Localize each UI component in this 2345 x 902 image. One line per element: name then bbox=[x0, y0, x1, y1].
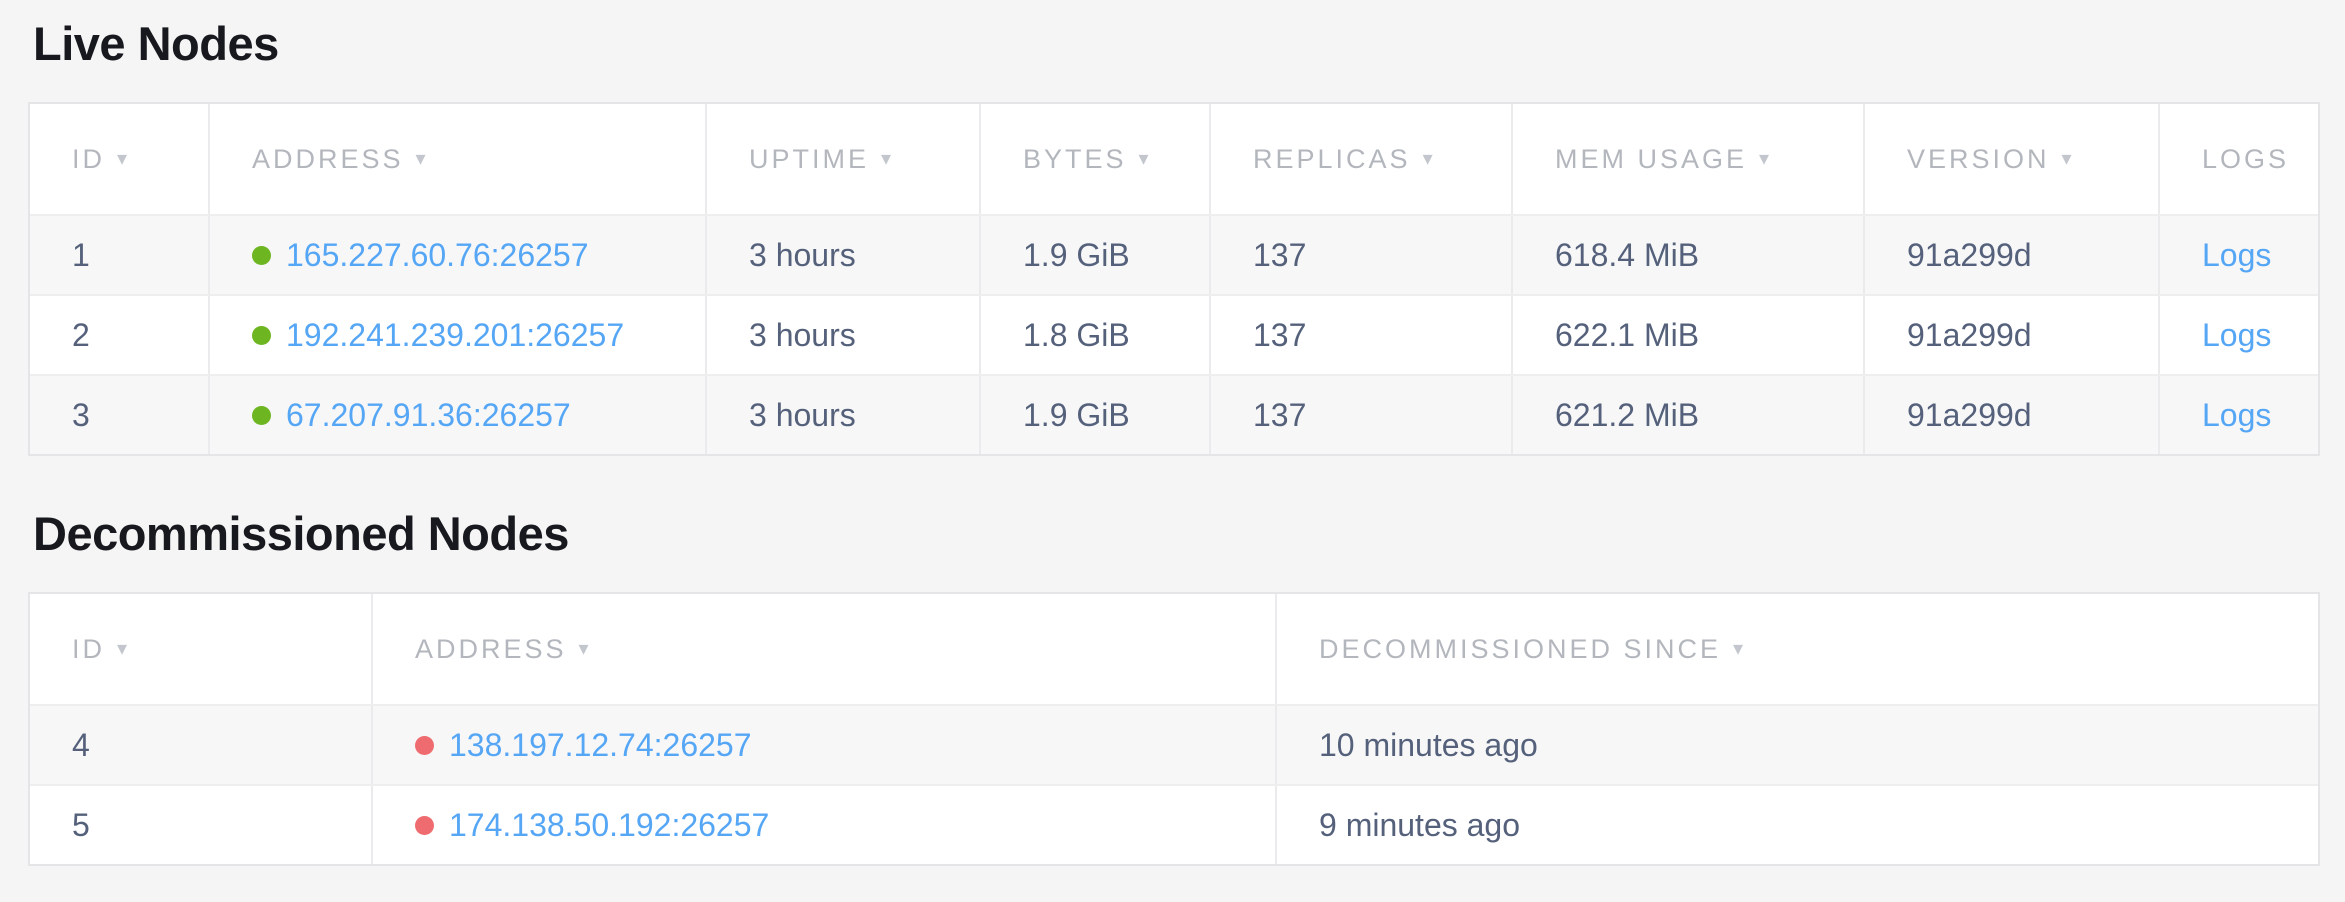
node-logs-link[interactable]: Logs bbox=[2202, 316, 2272, 353]
decommissioned-nodes-table: ID ▾ ADDRESS ▾ DECOMMISSIONED SINCE ▾ 4 … bbox=[28, 592, 2320, 866]
column-label-id: ID bbox=[72, 143, 105, 174]
header-cell-version[interactable]: VERSION ▾ bbox=[1865, 104, 2160, 214]
node-mem-usage-cell: 622.1 MiB bbox=[1513, 296, 1865, 374]
node-uptime-cell: 3 hours bbox=[707, 296, 981, 374]
node-decommissioned-status-icon bbox=[415, 815, 434, 835]
column-label-bytes: BYTES bbox=[1023, 143, 1127, 174]
header-cell-bytes[interactable]: BYTES ▾ bbox=[981, 104, 1211, 214]
header-cell-address[interactable]: ADDRESS ▾ bbox=[210, 104, 707, 214]
decommissioned-nodes-section: Decommissioned Nodes ID ▾ ADDRESS ▾ DECO… bbox=[0, 506, 2345, 866]
header-cell-address[interactable]: ADDRESS ▾ bbox=[373, 594, 1277, 704]
node-bytes-cell: 1.8 GiB bbox=[981, 296, 1211, 374]
node-address-cell: 138.197.12.74:26257 bbox=[373, 706, 1277, 784]
node-address-link[interactable]: 67.207.91.36:26257 bbox=[286, 396, 571, 433]
cluster-nodes-page: Live Nodes ID ▾ ADDRESS ▾ UPTIME ▾ BYTES… bbox=[0, 16, 2345, 866]
header-cell-uptime[interactable]: UPTIME ▾ bbox=[707, 104, 981, 214]
table-row: 2 192.241.239.201:26257 3 hours 1.8 GiB … bbox=[30, 294, 2318, 374]
node-address-link[interactable]: 174.138.50.192:26257 bbox=[449, 806, 770, 843]
live-nodes-table: ID ▾ ADDRESS ▾ UPTIME ▾ BYTES ▾ REPLICAS bbox=[28, 102, 2320, 456]
node-mem-usage-cell: 618.4 MiB bbox=[1513, 216, 1865, 294]
node-id-cell: 1 bbox=[30, 216, 210, 294]
node-address-link[interactable]: 192.241.239.201:26257 bbox=[286, 316, 625, 353]
node-uptime-cell: 3 hours bbox=[707, 376, 981, 454]
header-cell-logs: LOGS bbox=[2160, 104, 2318, 214]
sort-arrow-icon: ▾ bbox=[117, 638, 128, 660]
table-row: 4 138.197.12.74:26257 10 minutes ago bbox=[30, 704, 2318, 784]
node-uptime-cell: 3 hours bbox=[707, 216, 981, 294]
live-nodes-section: Live Nodes ID ▾ ADDRESS ▾ UPTIME ▾ BYTES… bbox=[0, 16, 2345, 456]
node-live-status-icon bbox=[252, 245, 271, 265]
node-logs-link[interactable]: Logs bbox=[2202, 236, 2272, 273]
column-label-uptime: UPTIME bbox=[749, 143, 870, 174]
column-label-version: VERSION bbox=[1907, 143, 2050, 174]
live-nodes-header-row: ID ▾ ADDRESS ▾ UPTIME ▾ BYTES ▾ REPLICAS bbox=[30, 104, 2318, 214]
sort-arrow-icon: ▾ bbox=[881, 148, 892, 170]
sort-arrow-icon: ▾ bbox=[1759, 148, 1770, 170]
node-logs-cell: Logs bbox=[2160, 376, 2318, 454]
node-replicas-cell: 137 bbox=[1211, 296, 1513, 374]
column-label-decommissioned-since: DECOMMISSIONED SINCE bbox=[1319, 633, 1722, 664]
sort-arrow-icon: ▾ bbox=[1422, 148, 1433, 170]
node-version-cell: 91a299d bbox=[1865, 216, 2160, 294]
header-cell-replicas[interactable]: REPLICAS ▾ bbox=[1211, 104, 1513, 214]
sort-arrow-icon: ▾ bbox=[1733, 638, 1744, 660]
node-bytes-cell: 1.9 GiB bbox=[981, 376, 1211, 454]
node-logs-cell: Logs bbox=[2160, 296, 2318, 374]
node-address-link[interactable]: 138.197.12.74:26257 bbox=[449, 726, 752, 763]
node-version-cell: 91a299d bbox=[1865, 376, 2160, 454]
node-mem-usage-cell: 621.2 MiB bbox=[1513, 376, 1865, 454]
header-cell-id[interactable]: ID ▾ bbox=[30, 594, 373, 704]
live-nodes-title: Live Nodes bbox=[33, 17, 279, 70]
node-live-status-icon bbox=[252, 405, 271, 425]
node-version-cell: 91a299d bbox=[1865, 296, 2160, 374]
node-replicas-cell: 137 bbox=[1211, 216, 1513, 294]
node-bytes-cell: 1.9 GiB bbox=[981, 216, 1211, 294]
sort-arrow-icon: ▾ bbox=[1138, 148, 1149, 170]
decommissioned-since-cell: 9 minutes ago bbox=[1319, 806, 1521, 843]
node-address-cell: 165.227.60.76:26257 bbox=[210, 216, 707, 294]
node-address-cell: 192.241.239.201:26257 bbox=[210, 296, 707, 374]
node-replicas-cell: 137 bbox=[1211, 376, 1513, 454]
column-label-address: ADDRESS bbox=[415, 633, 567, 664]
node-live-status-icon bbox=[252, 325, 271, 345]
column-label-address: ADDRESS bbox=[252, 143, 404, 174]
header-cell-mem-usage[interactable]: MEM USAGE ▾ bbox=[1513, 104, 1865, 214]
decommissioned-since-cell: 10 minutes ago bbox=[1319, 726, 1538, 763]
decommissioned-nodes-title: Decommissioned Nodes bbox=[33, 507, 569, 560]
sort-arrow-icon: ▾ bbox=[415, 148, 426, 170]
header-cell-id[interactable]: ID ▾ bbox=[30, 104, 210, 214]
node-id-cell: 4 bbox=[30, 706, 373, 784]
node-logs-link[interactable]: Logs bbox=[2202, 396, 2272, 433]
node-address-cell: 174.138.50.192:26257 bbox=[373, 786, 1277, 864]
column-label-replicas: REPLICAS bbox=[1253, 143, 1411, 174]
node-id-cell: 2 bbox=[30, 296, 210, 374]
header-cell-decommissioned-since[interactable]: DECOMMISSIONED SINCE ▾ bbox=[1277, 594, 2318, 704]
node-address-link[interactable]: 165.227.60.76:26257 bbox=[286, 236, 589, 273]
node-id-cell: 5 bbox=[30, 786, 373, 864]
node-decommissioned-status-icon bbox=[415, 735, 434, 755]
table-row: 5 174.138.50.192:26257 9 minutes ago bbox=[30, 784, 2318, 864]
column-label-logs: LOGS bbox=[2202, 143, 2290, 174]
node-logs-cell: Logs bbox=[2160, 216, 2318, 294]
column-label-mem-usage: MEM USAGE bbox=[1555, 143, 1748, 174]
node-address-cell: 67.207.91.36:26257 bbox=[210, 376, 707, 454]
table-row: 1 165.227.60.76:26257 3 hours 1.9 GiB 13… bbox=[30, 214, 2318, 294]
node-id-cell: 3 bbox=[30, 376, 210, 454]
sort-arrow-icon: ▾ bbox=[117, 148, 128, 170]
decommissioned-nodes-header-row: ID ▾ ADDRESS ▾ DECOMMISSIONED SINCE ▾ bbox=[30, 594, 2318, 704]
sort-arrow-icon: ▾ bbox=[2061, 148, 2072, 170]
table-row: 3 67.207.91.36:26257 3 hours 1.9 GiB 137… bbox=[30, 374, 2318, 454]
sort-arrow-icon: ▾ bbox=[578, 638, 589, 660]
column-label-id: ID bbox=[72, 633, 105, 664]
